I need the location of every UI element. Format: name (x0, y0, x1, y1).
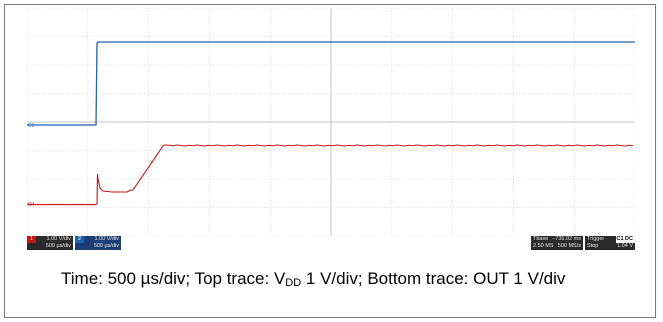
ch1-info-box[interactable]: 1 1.00 V/div 500 µs/div (27, 236, 73, 250)
timebase-box[interactable]: Tbase −735.02 ms 2.50 MS 500 MS/s (531, 236, 583, 250)
ch2-timebase: 500 µs/div (93, 243, 119, 249)
scope-grid-svg: C1 R4 (27, 8, 635, 236)
trigger-box[interactable]: Trigger C1 DC Stop 1.04 V (585, 236, 635, 250)
ch1-marker: C1 (28, 123, 35, 129)
caption-subscript: DD (285, 277, 302, 289)
ch2-color-tag: 2 (75, 236, 84, 243)
tbase-label: Tbase (533, 236, 549, 242)
ch1-color-tag: 1 (27, 236, 36, 243)
trigger-level: 1.04 V (617, 243, 633, 249)
figure-caption: Time: 500 µs/div; Top trace: VDD 1 V/div… (61, 266, 651, 291)
graticule (27, 8, 635, 236)
ch1-scale: 1.00 V/div (46, 236, 71, 242)
sample-count: 2.50 MS (533, 243, 554, 249)
ch2-scale: 1.00 V/div (94, 236, 119, 242)
ch2-marker: R4 (28, 202, 35, 208)
caption-part1: Time: 500 µs/div; Top trace: V (61, 269, 286, 288)
scope-status-bar: 1 1.00 V/div 500 µs/div 2 1.00 V/div 500… (27, 236, 635, 250)
trigger-mode: Stop (587, 243, 599, 249)
oscilloscope-display: C1 R4 (27, 8, 635, 236)
ch2-info-box[interactable]: 2 1.00 V/div 500 µs/div (75, 236, 121, 250)
ch1-timebase: 500 µs/div (45, 243, 71, 249)
out-trace (27, 144, 634, 206)
trigger-label: Trigger (587, 236, 605, 242)
tbase-value: −735.02 ms (552, 236, 581, 242)
vdd-trace (27, 41, 635, 126)
trigger-badge: C1 DC (616, 236, 635, 243)
sample-rate: 500 MS/s (557, 243, 581, 249)
caption-part2: 1 V/div; Bottom trace: OUT 1 V/div (301, 269, 566, 288)
